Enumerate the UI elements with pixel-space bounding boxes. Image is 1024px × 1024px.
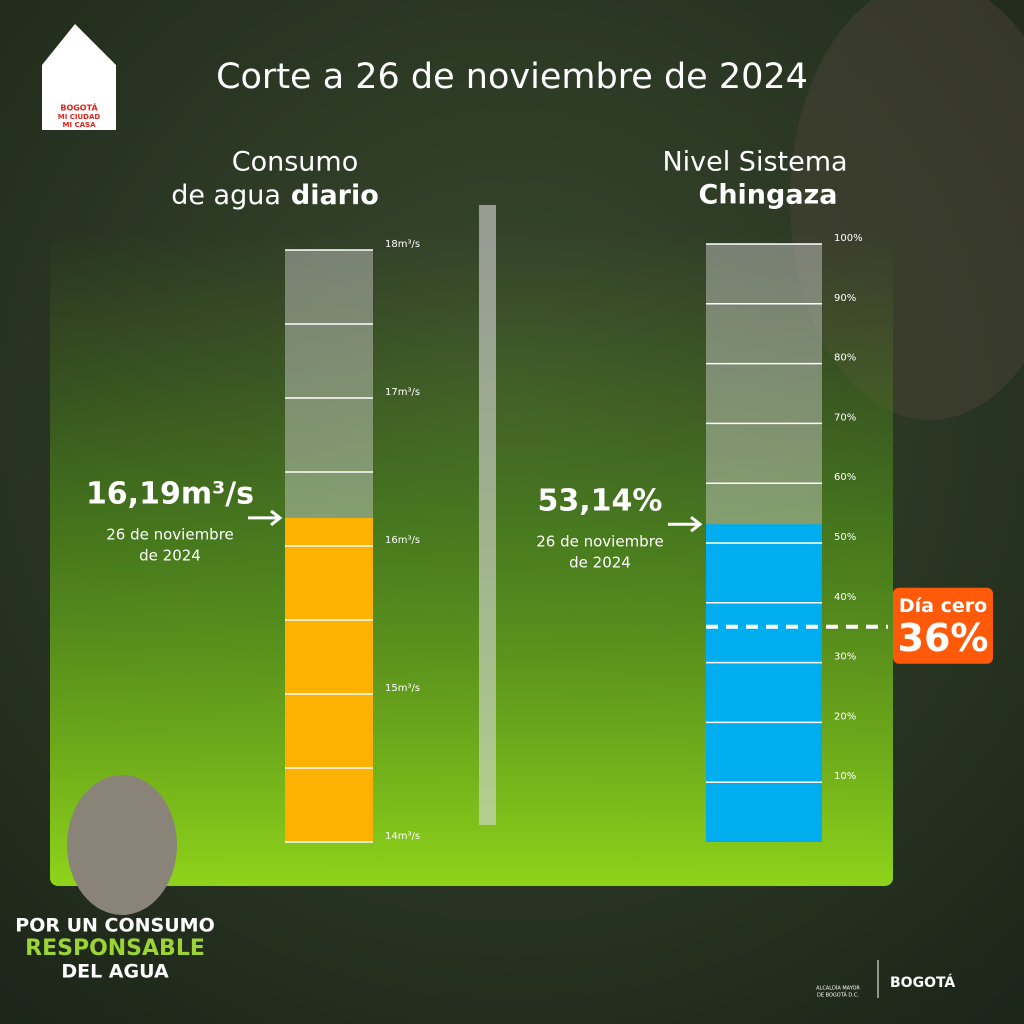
page-title: Corte a 26 de noviembre de 2024 <box>216 57 808 97</box>
logo-text: BOGOTÁ <box>60 102 98 113</box>
chart-title: Chingaza <box>699 180 838 211</box>
divider <box>479 205 496 825</box>
chart-title: Consumo <box>232 147 358 178</box>
slogan: DEL AGUA <box>61 961 169 983</box>
bar <box>285 517 373 842</box>
y-tick-label: 17m³/s <box>385 387 420 398</box>
y-tick-label: 40% <box>834 592 856 603</box>
panel <box>50 230 893 886</box>
y-tick-label: 60% <box>834 472 856 483</box>
threshold-name: Día cero <box>899 595 987 617</box>
y-tick-label: 100% <box>834 233 863 244</box>
logo-text: MI CASA <box>62 121 96 129</box>
threshold-label: 36% <box>898 616 989 660</box>
date-label: 26 de noviembre <box>536 533 664 551</box>
arrow <box>248 509 283 527</box>
logo: BOGOTÁ MI CIUDAD MI CASA <box>42 24 116 130</box>
institution: ALCALDÍA MAYOR <box>816 985 860 992</box>
bar <box>706 524 822 842</box>
chart-title: de agua diario <box>171 180 379 211</box>
y-tick-label: 18m³/s <box>385 239 420 250</box>
arrow <box>668 516 703 533</box>
y-tick-label: 30% <box>834 652 856 663</box>
threshold-badge <box>893 587 993 664</box>
y-tick-label: 16m³/s <box>385 535 420 546</box>
logo-text: MI CIUDAD <box>58 113 101 121</box>
value-label: 16,19m³/s <box>86 477 254 512</box>
date-label: de 2024 <box>569 554 631 572</box>
chart-title: Nivel Sistema <box>662 147 847 178</box>
animal-illustration <box>67 775 177 915</box>
date-label: 26 de noviembre <box>106 526 234 544</box>
y-tick-label: 14m³/s <box>385 831 420 842</box>
y-tick-label: 15m³/s <box>385 683 420 694</box>
y-tick-label: 50% <box>834 532 856 543</box>
slogan: POR UN CONSUMO <box>15 915 214 937</box>
y-tick-label: 70% <box>834 412 856 423</box>
date-label: de 2024 <box>139 547 201 565</box>
slogan: RESPONSABLE <box>25 936 205 961</box>
chart-title-part: diario <box>291 180 379 211</box>
institution: DE BOGOTÁ D.C. <box>817 992 859 999</box>
y-tick-label: 20% <box>834 711 856 722</box>
brand: BOGOTÁ <box>890 974 955 991</box>
chart-title-part: de agua <box>171 180 281 211</box>
logo-house <box>42 24 116 130</box>
y-tick-label: 10% <box>834 771 856 782</box>
y-tick-label: 80% <box>834 353 856 364</box>
value-label: 53,14% <box>538 484 663 519</box>
y-tick-label: 90% <box>834 293 856 304</box>
